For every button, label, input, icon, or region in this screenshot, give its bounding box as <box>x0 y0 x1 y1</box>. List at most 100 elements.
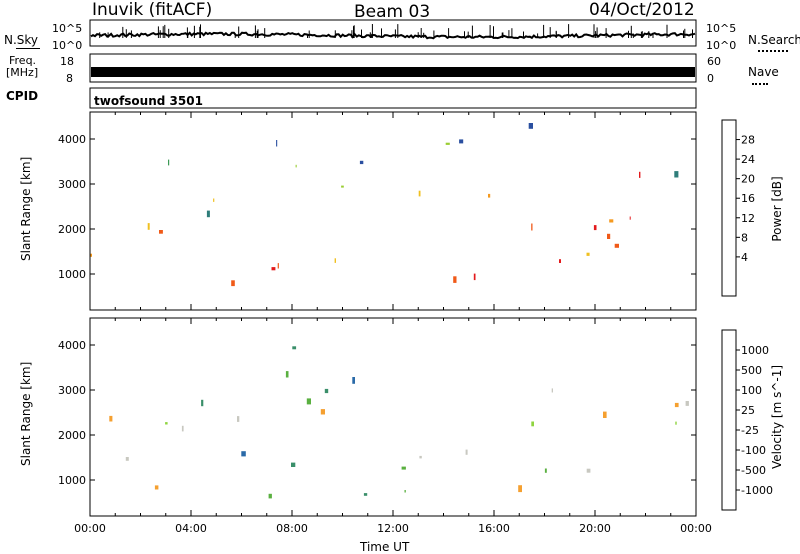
data-cell <box>459 139 464 144</box>
data-cell <box>334 258 336 263</box>
data-cell <box>352 377 355 384</box>
data-cell <box>401 466 406 470</box>
freq-trace <box>91 67 695 77</box>
data-cell <box>629 216 631 220</box>
velocity-xticks <box>89 318 697 516</box>
power-xticks <box>89 112 697 310</box>
velocity-cells <box>109 346 689 499</box>
colorbar-tick-label: 25 <box>741 404 755 417</box>
data-cell <box>201 399 204 407</box>
colorbar-tick-label: 12 <box>741 212 755 225</box>
data-cell <box>241 451 246 457</box>
data-cell <box>292 346 297 350</box>
time-labels: 00:00 04:00 08:00 12:00 16:00 20:00 00:00 <box>74 522 712 535</box>
y-tick-label: 2000 <box>58 223 86 236</box>
freq-right-tick-bottom: 0 <box>707 72 714 85</box>
data-cell <box>675 421 677 425</box>
noise-search-dots <box>758 50 788 52</box>
data-cell <box>159 230 163 234</box>
data-cell <box>231 280 235 287</box>
colorbar-tick-label: -500 <box>741 464 766 477</box>
data-cell <box>324 388 329 394</box>
cpid-panel <box>89 87 697 109</box>
freq-left-tick-top: 18 <box>60 55 74 68</box>
colorbar-tick-label: -100 <box>741 444 766 457</box>
data-cell <box>404 490 406 493</box>
colorbar-tick-label: 16 <box>741 192 755 205</box>
power-colorbar: 28 24 20 16 12 8 4 <box>721 119 755 297</box>
y-tick-label: 2000 <box>58 429 86 442</box>
colorbar-tick-label: 500 <box>741 364 762 377</box>
data-cell <box>531 223 533 231</box>
data-cell <box>607 233 611 239</box>
velocity-colorbar: 1000 500 100 25 -25 -100 -500 -1000 <box>721 329 773 511</box>
data-cell <box>276 140 278 147</box>
y-tick-label: 1000 <box>58 268 86 281</box>
data-cell <box>518 485 522 493</box>
data-cell <box>165 422 168 425</box>
nave-dots <box>752 83 768 85</box>
time-tick-label: 08:00 <box>276 522 308 535</box>
colorbar-tick-label: 100 <box>741 384 762 397</box>
data-cell <box>473 273 476 281</box>
power-yticks: 1000 2000 3000 4000 <box>58 133 696 281</box>
colorbar-tick-label: -25 <box>741 424 759 437</box>
data-cell <box>531 421 534 427</box>
noise-sky-label: N.Sky <box>4 33 39 47</box>
data-cell <box>206 210 210 218</box>
freq-left-tick-bottom: 8 <box>66 72 73 85</box>
freq-panel <box>89 53 697 83</box>
data-cell <box>586 252 590 256</box>
noise-right-tick-top: 10^5 <box>706 22 737 35</box>
time-tick-label: 00:00 <box>74 522 106 535</box>
data-cell <box>125 457 129 461</box>
freq-label-line2: [MHz] <box>6 66 39 79</box>
data-cell <box>341 185 344 188</box>
nave-label: Nave <box>748 65 779 79</box>
noise-sky-underline <box>16 48 40 49</box>
data-cell <box>237 416 240 422</box>
data-cell <box>559 259 561 263</box>
data-cell <box>609 219 614 223</box>
beam-label: Beam 03 <box>354 2 431 22</box>
noise-sky-line <box>90 31 696 40</box>
noise-search-label: N.Search <box>748 33 800 47</box>
data-cell <box>181 425 184 432</box>
time-tick-label: 00:00 <box>680 522 712 535</box>
data-cell <box>418 190 421 197</box>
data-cell <box>147 223 150 230</box>
station-title: Inuvik (fitACF) <box>92 0 213 20</box>
power-panel: 1000 2000 3000 4000 <box>58 111 697 311</box>
data-cell <box>488 193 491 198</box>
time-tick-label: 16:00 <box>478 522 510 535</box>
data-cell <box>674 171 679 178</box>
y-tick-label: 3000 <box>58 178 86 191</box>
noise-trace <box>90 24 696 40</box>
colorbar-tick-label: -1000 <box>741 484 773 497</box>
colorbar-tick-label: 8 <box>741 231 748 244</box>
data-cell <box>445 142 450 145</box>
power-cells <box>90 123 679 287</box>
y-tick-label: 3000 <box>58 384 86 397</box>
data-cell <box>268 493 272 499</box>
data-cell <box>306 398 311 405</box>
data-cell <box>168 159 170 166</box>
time-tick-label: 04:00 <box>175 522 207 535</box>
colorbar-frame <box>721 329 737 511</box>
freq-right-tick-top: 60 <box>707 55 721 68</box>
data-cell <box>271 267 276 271</box>
data-cell <box>674 402 679 408</box>
data-cell <box>419 455 422 459</box>
cpid-label: CPID <box>6 89 39 103</box>
data-cell <box>295 164 297 168</box>
cpid-value: twofsound 3501 <box>94 94 203 108</box>
data-cell <box>586 468 591 473</box>
colorbar-tick-label: 24 <box>741 153 755 166</box>
noise-left-tick-top: 10^5 <box>52 22 83 35</box>
time-tick-label: 20:00 <box>579 522 611 535</box>
data-cell <box>154 485 159 490</box>
noise-panel <box>89 19 697 47</box>
data-cell <box>544 468 547 473</box>
data-cell <box>320 409 325 415</box>
